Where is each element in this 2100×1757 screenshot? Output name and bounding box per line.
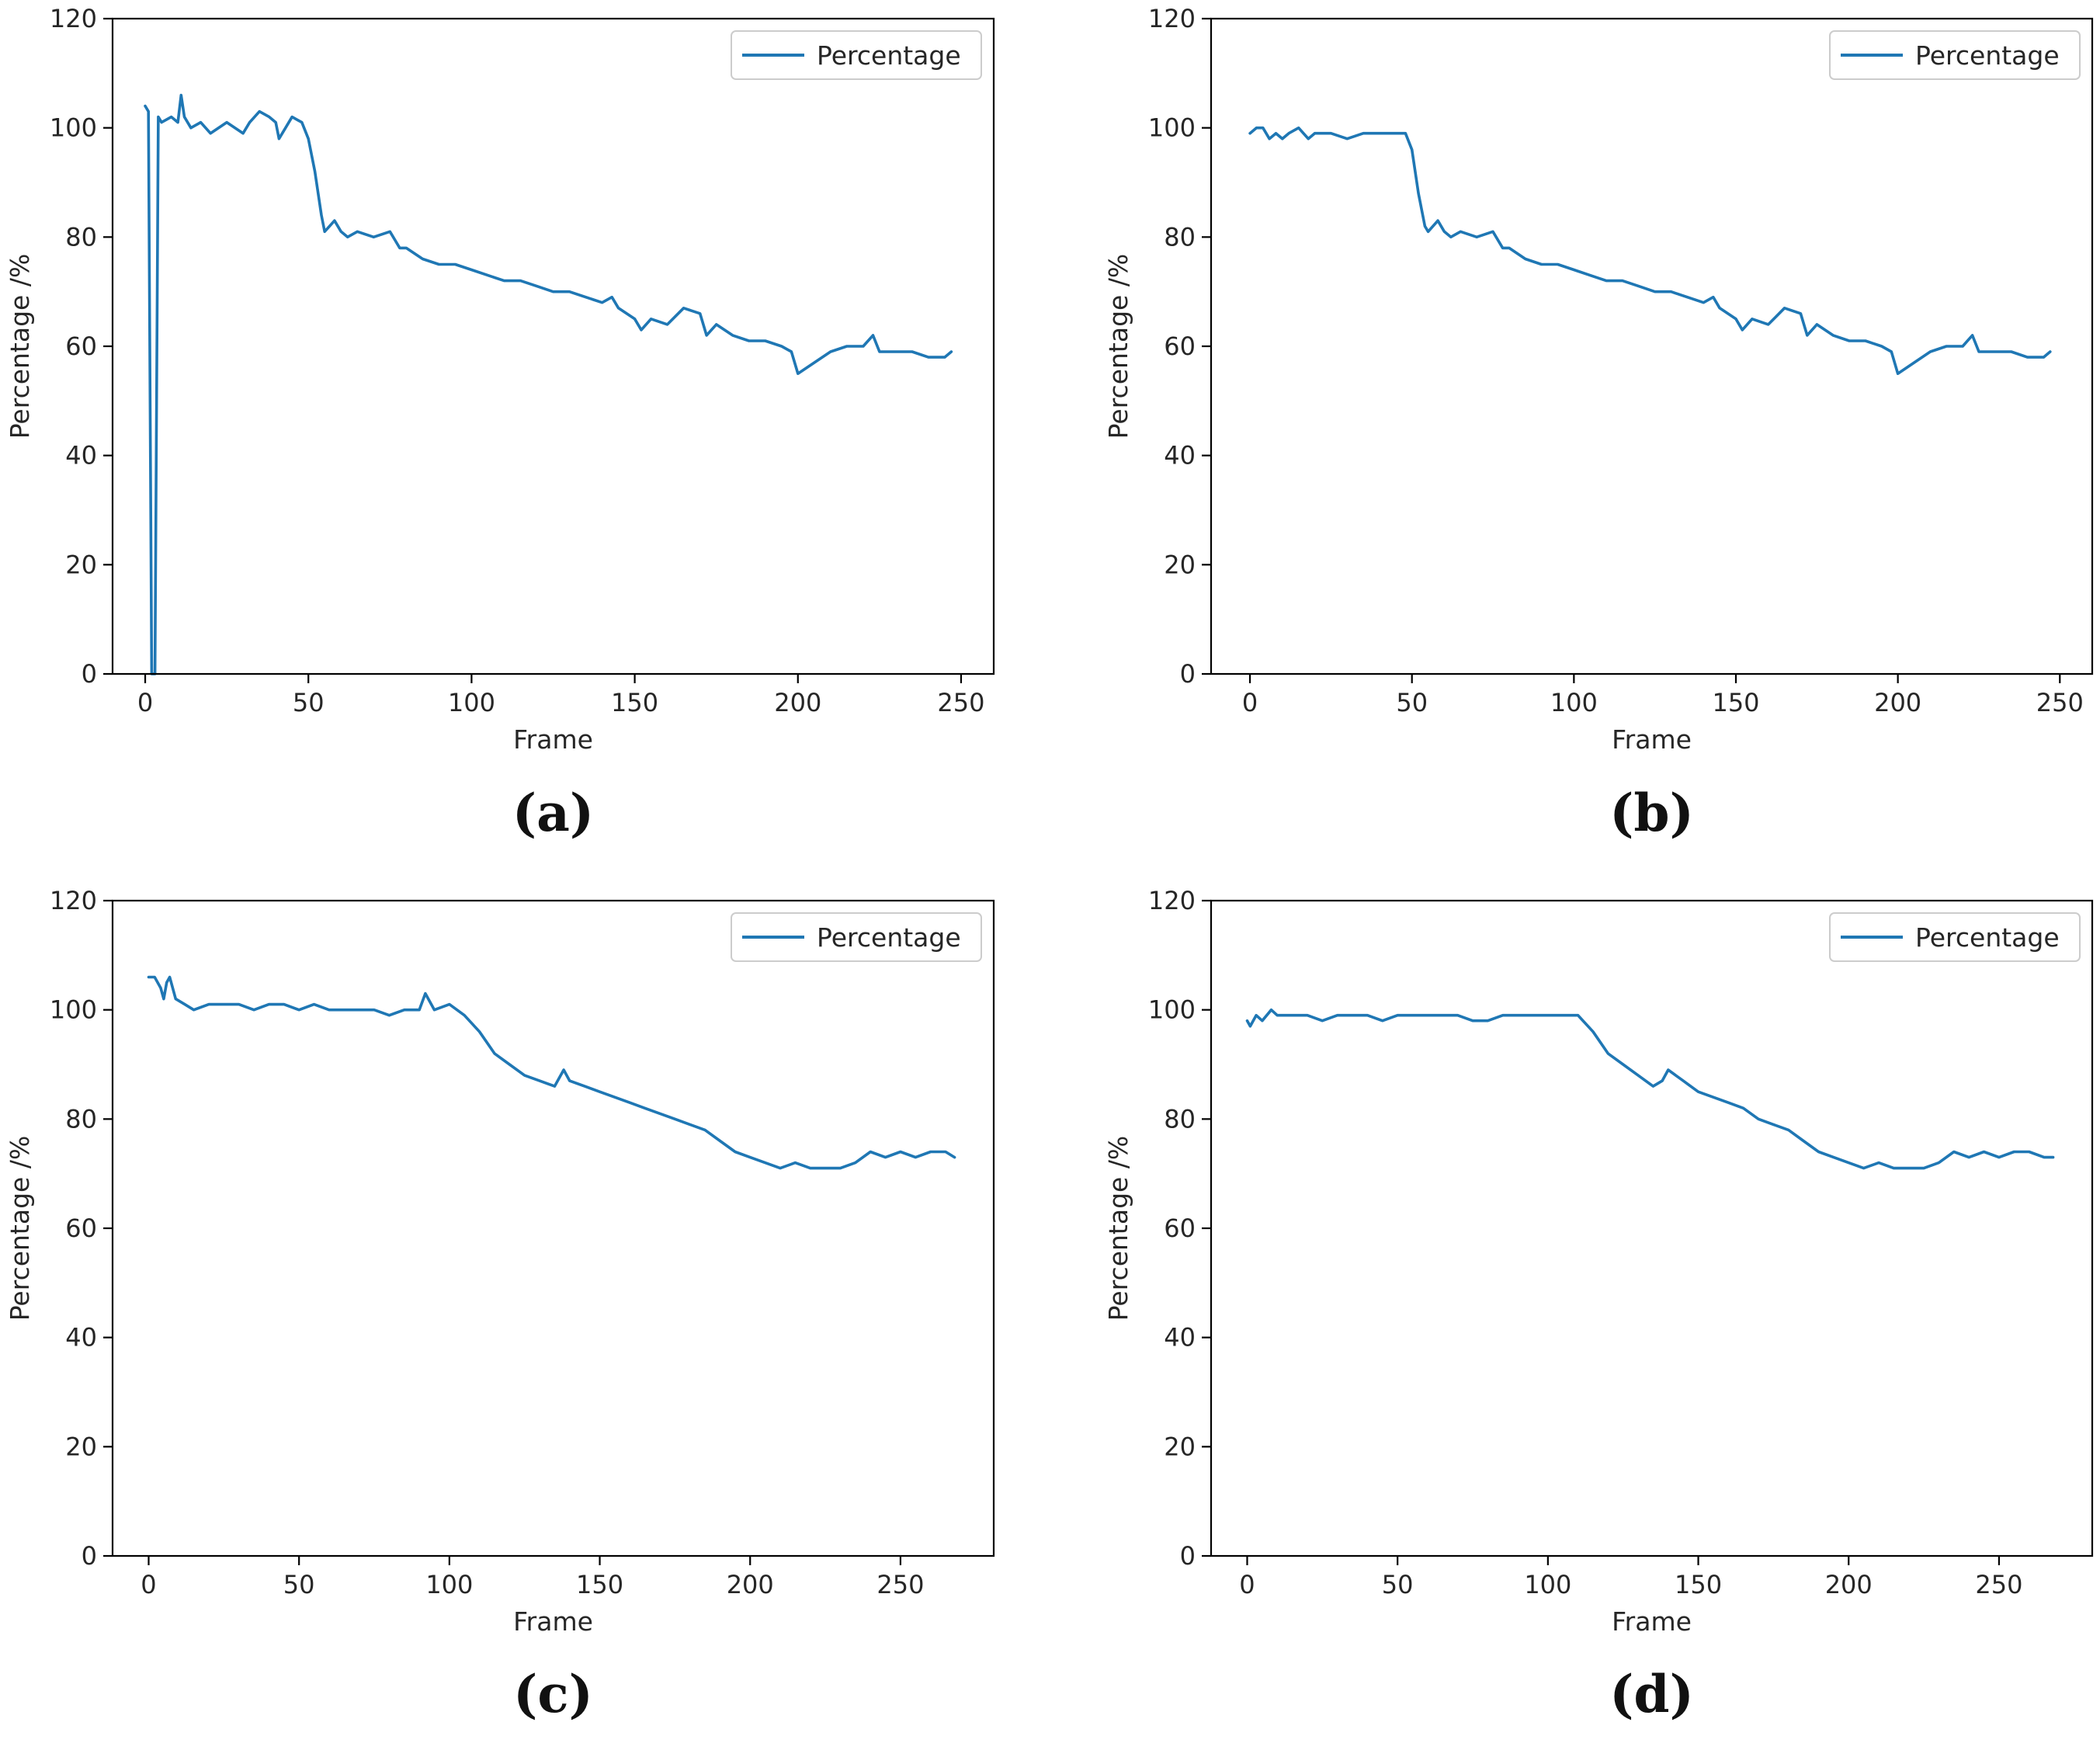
- series-line-percentage: [1245, 1008, 2055, 1170]
- y-tick-label: 20: [65, 1432, 97, 1461]
- panel-label: (d): [1609, 1664, 1694, 1724]
- y-tick-label: 80: [65, 1104, 97, 1134]
- y-tick-label: 120: [50, 4, 97, 33]
- x-tick-label: 200: [774, 688, 821, 717]
- x-axis-label: Frame: [1612, 724, 1692, 755]
- chart-panel-b: 0 50 100 150 200 250 0 20 40 60 80 100 120 Frame Perce…: [1103, 4, 2094, 843]
- legend-label: Percentage: [817, 40, 961, 71]
- x-tick-label: 50: [1382, 1570, 1414, 1599]
- y-tick-label: 40: [1164, 1323, 1196, 1352]
- y-tick-label: 60: [65, 332, 97, 361]
- legend-label: Percentage: [817, 922, 961, 953]
- series-line-percentage: [144, 93, 953, 675]
- x-tick-label: 200: [727, 1570, 774, 1599]
- y-tick-label: 60: [65, 1214, 97, 1243]
- y-tick-label: 40: [65, 1323, 97, 1352]
- x-tick-label: 250: [2036, 688, 2084, 717]
- y-tick-label: 120: [1148, 4, 1196, 33]
- x-tick-label: 100: [425, 1570, 473, 1599]
- legend-box: [731, 912, 982, 962]
- legend: Percentage: [731, 912, 982, 962]
- x-tick-label: 0: [1239, 1570, 1255, 1599]
- y-tick-label: 40: [1164, 441, 1196, 471]
- y-tick-label: 20: [65, 550, 97, 579]
- series-line-percentage: [147, 975, 956, 1170]
- y-tick-label: 100: [50, 995, 97, 1025]
- x-axis-label: Frame: [1612, 1606, 1692, 1637]
- y-tick-label: 80: [65, 222, 97, 252]
- y-tick-label: 60: [1164, 332, 1196, 361]
- x-tick-label: 150: [611, 688, 658, 717]
- x-tick-label: 150: [1675, 1570, 1722, 1599]
- y-tick-label: 0: [82, 659, 97, 689]
- y-axis-label: Percentage /%: [5, 254, 35, 439]
- x-tick-label: 0: [1242, 688, 1258, 717]
- x-tick-label: 250: [937, 688, 984, 717]
- x-tick-label: 0: [137, 688, 153, 717]
- chart-panel-c: 0 50 100 150 200 250 0 20 40 60 80 100 120 Frame Perce…: [5, 886, 995, 1724]
- x-tick-label: 100: [1524, 1570, 1571, 1599]
- x-tick-label: 100: [448, 688, 495, 717]
- legend: Percentage: [1829, 912, 2081, 962]
- chart-panel-d: 0 50 100 150 200 250 0 20 40 60 80 100 120 Frame Perce…: [1103, 886, 2094, 1724]
- y-tick-label: 40: [65, 441, 97, 471]
- x-tick-label: 50: [1396, 688, 1428, 717]
- chart-panel-a: 0 50 100 150 200 250 0 20 40 60 80 100 120 Frame Perce…: [5, 4, 995, 843]
- y-tick-label: 100: [50, 113, 97, 143]
- x-tick-label: 200: [1825, 1570, 1873, 1599]
- panel-label: (a): [512, 783, 594, 843]
- x-axis-label: Frame: [513, 724, 593, 755]
- panel-label: (c): [513, 1664, 593, 1724]
- x-tick-label: 150: [1712, 688, 1759, 717]
- x-tick-label: 100: [1550, 688, 1598, 717]
- y-tick-label: 100: [1148, 113, 1196, 143]
- legend: Percentage: [731, 30, 982, 80]
- y-axis-label: Percentage /%: [5, 1136, 35, 1321]
- y-tick-label: 120: [50, 886, 97, 915]
- x-tick-label: 250: [1975, 1570, 2022, 1599]
- y-tick-label: 0: [1180, 659, 1196, 689]
- legend-box: [1829, 912, 2081, 962]
- x-tick-label: 250: [876, 1570, 924, 1599]
- legend: Percentage: [1829, 30, 2081, 80]
- x-tick-label: 50: [283, 1570, 315, 1599]
- plot-frame: [1210, 899, 2094, 1557]
- legend-label: Percentage: [1915, 922, 2060, 953]
- y-tick-label: 20: [1164, 1432, 1196, 1461]
- panel-label: (b): [1609, 783, 1694, 843]
- legend-box: [731, 30, 982, 80]
- y-tick-label: 100: [1148, 995, 1196, 1025]
- y-axis-label: Percentage /%: [1103, 254, 1133, 439]
- y-tick-label: 80: [1164, 222, 1196, 252]
- y-tick-label: 60: [1164, 1214, 1196, 1243]
- x-axis-label: Frame: [513, 1606, 593, 1637]
- plot-frame: [111, 899, 995, 1557]
- legend-label: Percentage: [1915, 40, 2060, 71]
- x-tick-label: 150: [576, 1570, 623, 1599]
- x-tick-label: 200: [1874, 688, 1921, 717]
- series-line-percentage: [1248, 126, 2052, 376]
- y-tick-label: 0: [1180, 1541, 1196, 1571]
- y-axis-label: Percentage /%: [1103, 1136, 1133, 1321]
- y-tick-label: 20: [1164, 550, 1196, 579]
- y-tick-label: 120: [1148, 886, 1196, 915]
- x-tick-label: 50: [293, 688, 325, 717]
- y-tick-label: 80: [1164, 1104, 1196, 1134]
- legend-box: [1829, 30, 2081, 80]
- x-tick-label: 0: [141, 1570, 156, 1599]
- y-tick-label: 0: [82, 1541, 97, 1571]
